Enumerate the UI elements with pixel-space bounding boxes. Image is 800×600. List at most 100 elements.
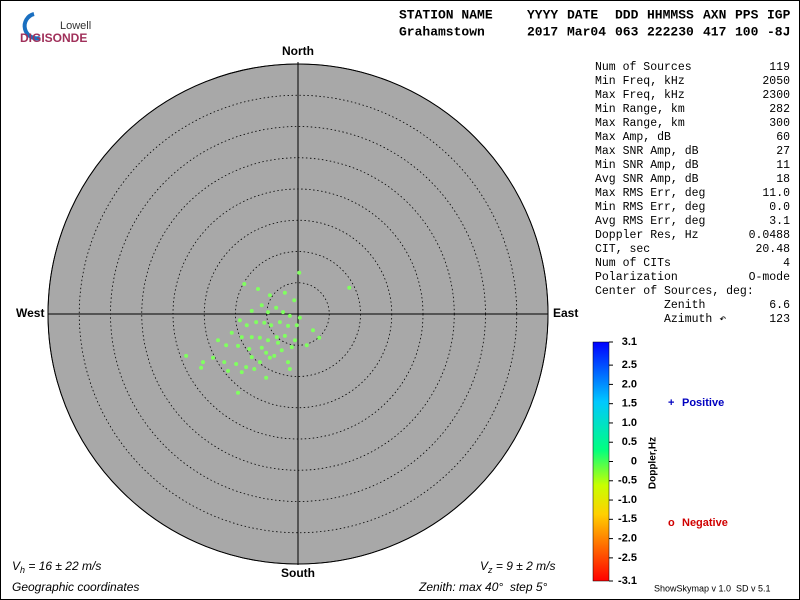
- velocity: Vz = 9 ± 2 m/s: [480, 559, 555, 575]
- source-point: [274, 305, 279, 310]
- source-point: [257, 335, 262, 340]
- source-point: [252, 367, 257, 371]
- colorbar-tick-label: -1.5: [618, 513, 637, 525]
- source-point: [286, 360, 290, 365]
- colorbar: [592, 341, 610, 582]
- header-label: YYYY: [527, 7, 558, 22]
- source-point: [277, 320, 282, 325]
- source-point: [222, 360, 227, 365]
- source-point: [211, 355, 215, 360]
- stat-label: Doppler Res, Hz: [595, 229, 699, 242]
- source-point: [237, 318, 242, 323]
- header-label: STATION NAME: [399, 7, 493, 22]
- direction-label: West: [16, 306, 44, 320]
- stat-label: Max Range, km: [595, 117, 685, 130]
- legend-positive: Positive: [682, 397, 724, 409]
- version-label: ShowSkymap v 1.0 SD v 5.1: [654, 583, 771, 593]
- source-point: [267, 293, 272, 298]
- stat-value: O-mode: [749, 271, 791, 284]
- center-label: Zenith: [664, 299, 705, 312]
- stat-value: 27: [776, 145, 790, 158]
- stat-value: 18: [776, 173, 790, 186]
- source-point: [249, 355, 254, 360]
- direction-label: North: [282, 44, 314, 58]
- positive-symbol: +: [668, 397, 674, 409]
- header-value: -8J: [767, 24, 790, 39]
- source-point: [262, 320, 267, 325]
- source-point: [201, 360, 205, 365]
- colorbar-tick-label: 2.0: [622, 378, 637, 390]
- source-point: [294, 323, 299, 328]
- velocity: Vh = 16 ± 22 m/s: [12, 559, 101, 575]
- header-value: 063: [615, 24, 639, 39]
- velocity-text: = 16 ± 22 m/s: [25, 559, 101, 573]
- stat-label: Max Amp, dB: [595, 131, 671, 144]
- stat-label: CIT, sec: [595, 243, 650, 256]
- header-value: Mar04: [567, 24, 606, 39]
- stat-label: Avg SNR Amp, dB: [595, 173, 699, 186]
- legend-negative: Negative: [682, 517, 728, 529]
- header-value: 417: [703, 24, 726, 39]
- stat-label: Max SNR Amp, dB: [595, 145, 699, 158]
- source-point: [297, 270, 302, 275]
- direction-label: South: [281, 566, 315, 580]
- source-point: [264, 350, 269, 355]
- source-point: [259, 345, 264, 350]
- colorbar-tick-label: -3.1: [618, 575, 637, 587]
- source-point: [292, 338, 297, 343]
- header-label: IGP: [767, 7, 791, 22]
- stat-label: Min RMS Err, deg: [595, 201, 705, 214]
- source-point: [184, 353, 189, 358]
- stat-value: 119: [769, 61, 790, 74]
- stat-label: Min Range, km: [595, 103, 685, 116]
- source-point: [311, 328, 315, 333]
- header-label: PPS: [735, 7, 759, 22]
- source-point: [224, 343, 229, 348]
- stat-value: 0.0: [769, 201, 790, 214]
- source-point: [249, 335, 254, 340]
- velocity-sub: z: [487, 565, 493, 575]
- source-point: [266, 310, 270, 315]
- source-point: [236, 390, 240, 395]
- stat-value: 2300: [762, 89, 790, 102]
- source-point: [281, 310, 285, 315]
- source-point: [286, 323, 290, 328]
- velocity-symbol: V: [480, 559, 489, 573]
- stat-value: 4: [783, 257, 790, 270]
- source-point: [244, 365, 249, 370]
- source-point: [304, 343, 309, 348]
- source-point: [216, 338, 220, 343]
- source-point: [257, 360, 262, 365]
- stat-value: 3.1: [769, 215, 790, 228]
- stat-label: Polarization: [595, 271, 678, 284]
- stat-value: 60: [776, 131, 790, 144]
- colorbar-tick-label: -2.0: [618, 533, 637, 545]
- colorbar-tick-label: -0.5: [618, 475, 637, 487]
- source-point: [256, 287, 260, 291]
- source-point: [247, 347, 252, 351]
- stat-value: 2050: [762, 75, 790, 88]
- colorbar-tick-label: 3.1: [622, 336, 637, 348]
- stat-label: Avg RMS Err, deg: [595, 215, 705, 228]
- center-value: 123: [769, 313, 790, 326]
- stat-value: 300: [769, 117, 790, 130]
- header-label: HHMMSS: [647, 7, 694, 22]
- source-point: [279, 348, 284, 353]
- source-point: [242, 282, 247, 286]
- colorbar-tick-label: 2.5: [622, 359, 637, 371]
- source-point: [244, 323, 249, 328]
- source-point: [347, 285, 352, 290]
- source-point: [297, 315, 302, 320]
- source-point: [259, 303, 264, 308]
- header-value: 2017: [527, 24, 558, 39]
- source-point: [269, 323, 274, 328]
- header-value: 222230: [647, 24, 694, 39]
- stat-label: Min SNR Amp, dB: [595, 159, 699, 172]
- source-point: [276, 340, 280, 345]
- center-label: Azimuth ↶: [664, 313, 726, 326]
- source-point: [274, 335, 279, 340]
- negative-symbol: o: [668, 517, 675, 529]
- source-point: [226, 368, 230, 373]
- zenith-label: Zenith: max 40° step 5°: [418, 580, 548, 594]
